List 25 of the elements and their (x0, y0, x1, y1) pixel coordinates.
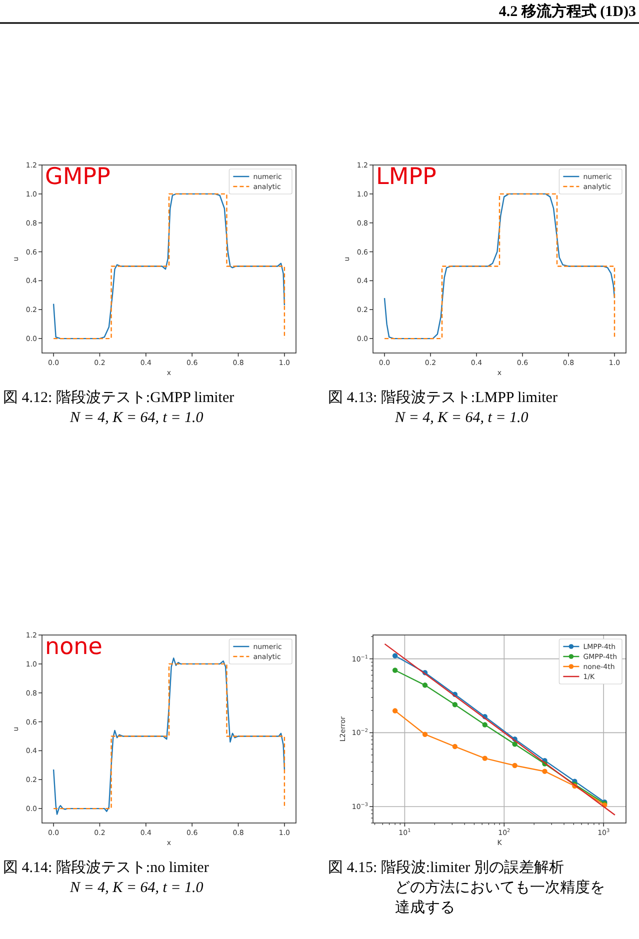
text: N = 4, K = 64, t = 1.0 (69, 880, 204, 896)
point (392, 668, 398, 673)
point (512, 762, 518, 768)
caption: 図 4.12: 階段波テスト:GMPP limiter (3, 389, 234, 406)
text: どの方法においても一次精度を (395, 879, 605, 896)
point (542, 768, 548, 774)
text: N = 4, K = 64, t = 1.0 (69, 410, 204, 426)
point (392, 708, 398, 714)
chart-title: GMPP (45, 164, 111, 190)
point (452, 744, 458, 750)
text: 達成する (395, 899, 455, 916)
text: 4.2 移流方程式 (1D)3 (498, 2, 636, 20)
text: N = 4, K = 64, t = 1.0 (394, 410, 529, 426)
point (482, 756, 488, 761)
caption: 図 4.14: 階段波テスト:no limiter (3, 859, 209, 876)
caption: 図 4.15: 階段波:limiter 別の誤差解析 (328, 859, 564, 876)
point (422, 732, 428, 737)
point (482, 722, 488, 728)
point (422, 682, 428, 688)
point (512, 742, 518, 747)
chart-title: LMPP (376, 164, 437, 190)
point (452, 702, 458, 708)
caption: 図 4.13: 階段波テスト:LMPP limiter (328, 389, 558, 406)
chart-title: none (45, 634, 102, 660)
point (392, 653, 398, 658)
